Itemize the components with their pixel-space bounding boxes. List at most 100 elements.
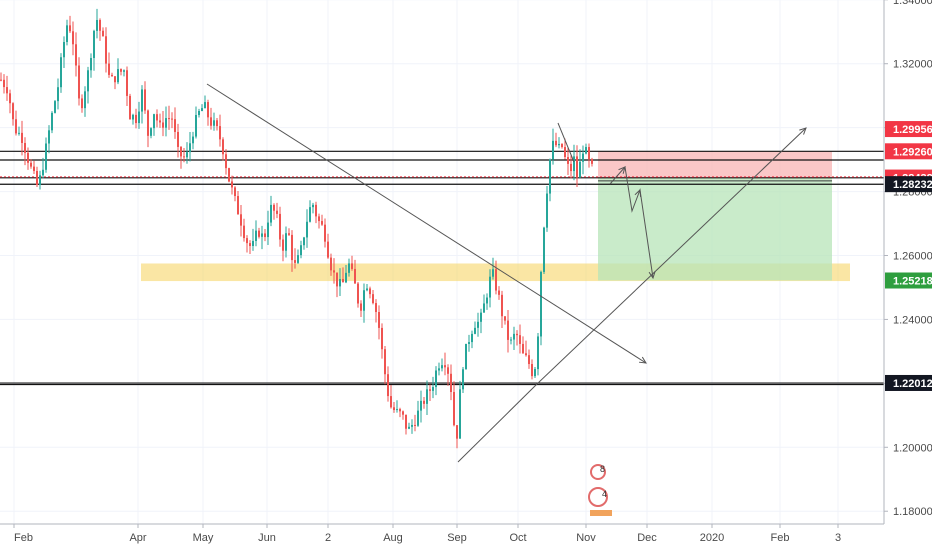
- arrow-head: [648, 271, 656, 280]
- candle-body: [342, 279, 344, 283]
- price-tag: [885, 374, 932, 391]
- candle-body: [51, 112, 53, 131]
- y-tick-label: 1.24000: [893, 314, 932, 326]
- candle-body: [507, 320, 509, 340]
- arrow-head: [799, 127, 807, 135]
- candle-body: [96, 19, 98, 31]
- candle-body: [204, 102, 206, 109]
- x-tick-label: Jun: [258, 532, 276, 544]
- candle-body: [372, 294, 374, 304]
- x-tick-label: Apr: [129, 532, 146, 544]
- x-tick-label: Feb: [14, 532, 33, 544]
- candle-body: [357, 283, 359, 304]
- candle-body: [519, 335, 521, 344]
- time-axis[interactable]: Feb Apr May Jun 2 Aug Sep Oct Nov Dec 2020 Feb 3: [0, 523, 884, 544]
- trendline-up-short: [457, 383, 538, 463]
- logo-circle: [588, 487, 608, 507]
- price-tag: [885, 143, 932, 160]
- candle-body: [378, 312, 380, 328]
- candle-body: [189, 143, 191, 153]
- x-tick-label: 2020: [700, 532, 724, 544]
- candle-body: [39, 175, 41, 185]
- candle-body: [462, 369, 464, 390]
- candle-body: [540, 271, 542, 337]
- candle-body: [333, 270, 335, 273]
- candle-body: [438, 368, 440, 371]
- candle-body: [453, 392, 455, 426]
- candle-body: [6, 87, 8, 94]
- candle-body: [66, 25, 68, 43]
- candle-body: [18, 132, 20, 134]
- arrow-head: [618, 166, 626, 174]
- candle-body: [207, 102, 209, 118]
- candle-body: [321, 221, 323, 225]
- x-tick-label: May: [193, 532, 214, 544]
- candle-body: [561, 143, 563, 148]
- candle-body: [258, 230, 260, 237]
- candle-body: [477, 321, 479, 328]
- candle-body: [351, 263, 353, 269]
- x-tick-label: Aug: [383, 532, 403, 544]
- candle-body: [0, 79, 2, 81]
- candle-body: [279, 213, 281, 240]
- candle-body: [360, 303, 362, 311]
- candle-body: [423, 400, 425, 404]
- candle-body: [210, 117, 212, 126]
- position-layer: [598, 151, 832, 281]
- candle-body: [240, 214, 242, 226]
- candle-body: [21, 132, 23, 143]
- candle-body: [255, 230, 257, 241]
- candle-body: [555, 140, 557, 146]
- candle-body: [354, 268, 356, 284]
- candle-body: [468, 342, 470, 344]
- candle-body: [153, 114, 155, 129]
- candle-body: [141, 89, 143, 112]
- candle-body: [435, 370, 437, 388]
- logo-circle: [590, 464, 606, 480]
- logo-number: 8: [600, 464, 605, 474]
- candle-body: [549, 159, 551, 194]
- arrow-head: [638, 356, 647, 364]
- candle-body: [588, 147, 590, 160]
- horizontal-levels-layer: [0, 150, 884, 386]
- candle-body: [411, 424, 413, 427]
- candle-body: [495, 269, 497, 291]
- candle-body: [291, 234, 293, 261]
- candles-layer: [0, 8, 593, 449]
- candle-body: [108, 63, 110, 75]
- candle-body: [126, 70, 128, 96]
- candle-body: [582, 153, 584, 162]
- candle-body: [285, 233, 287, 251]
- candle-body: [213, 120, 215, 126]
- candle-body: [231, 181, 233, 188]
- candle-body: [384, 349, 386, 375]
- candle-body: [222, 139, 224, 155]
- candle-body: [303, 237, 305, 246]
- candle-body: [72, 31, 74, 45]
- candle-body: [54, 101, 56, 113]
- candle-body: [24, 142, 26, 153]
- candle-body: [9, 93, 11, 104]
- candle-body: [192, 136, 194, 144]
- candle-body: [330, 257, 332, 271]
- candle-body: [546, 193, 548, 228]
- candle-body: [528, 355, 530, 365]
- candle-body: [93, 30, 95, 59]
- candle-body: [84, 91, 86, 109]
- candle-body: [450, 373, 452, 393]
- candle-body: [408, 426, 410, 429]
- candle-body: [174, 119, 176, 132]
- x-tick-label: Oct: [509, 532, 526, 544]
- candle-body: [387, 374, 389, 397]
- candle-body: [105, 36, 107, 64]
- candle-body: [390, 396, 392, 408]
- candle-body: [366, 288, 368, 291]
- candle-body: [219, 126, 221, 140]
- candle-body: [336, 272, 338, 287]
- swing-line: [557, 122, 575, 163]
- candle-body: [237, 196, 239, 215]
- candle-body: [486, 297, 488, 304]
- candle-body: [465, 343, 467, 370]
